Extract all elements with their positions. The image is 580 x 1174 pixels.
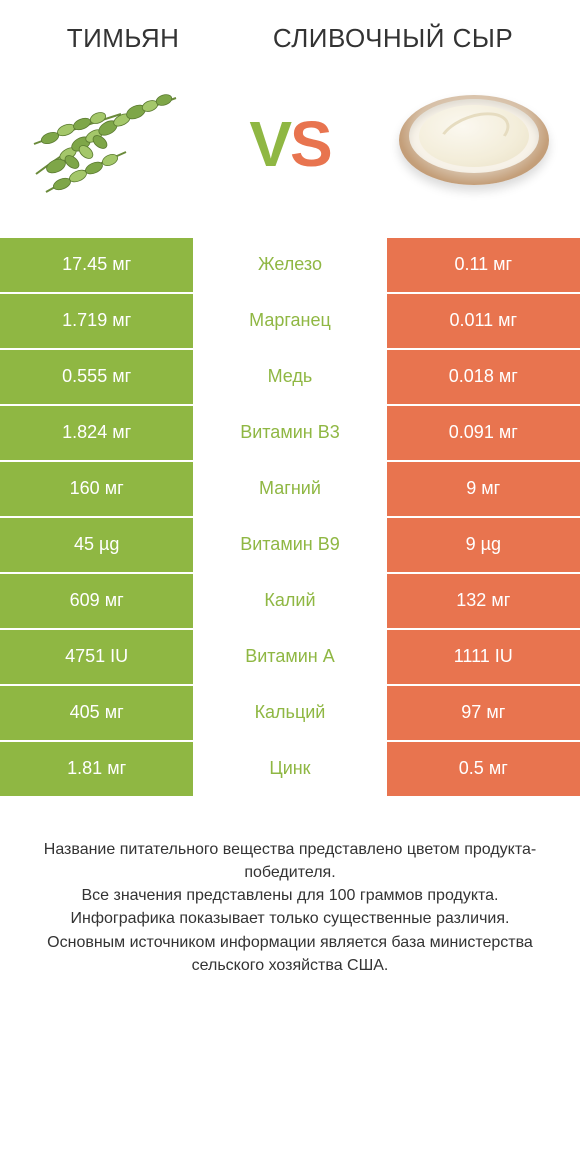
right-value: 97 мг xyxy=(387,686,580,740)
cream-cheese-icon xyxy=(394,74,554,214)
right-value: 0.011 мг xyxy=(387,294,580,348)
header: ТИМЬЯН СЛИВОЧНЫЙ СЫР xyxy=(0,0,580,64)
left-value: 1.81 мг xyxy=(0,742,193,796)
left-product-title: ТИМЬЯН xyxy=(67,24,180,54)
right-value: 0.018 мг xyxy=(387,350,580,404)
right-value: 132 мг xyxy=(387,574,580,628)
left-value: 4751 IU xyxy=(0,630,193,684)
nutrient-name: Марганец xyxy=(193,294,386,348)
right-value: 0.5 мг xyxy=(387,742,580,796)
right-value: 9 мг xyxy=(387,462,580,516)
right-value: 0.11 мг xyxy=(387,238,580,292)
table-row: 1.81 мгЦинк0.5 мг xyxy=(0,742,580,798)
nutrient-name: Витамин B9 xyxy=(193,518,386,572)
nutrient-name: Калий xyxy=(193,574,386,628)
left-value: 45 µg xyxy=(0,518,193,572)
vs-v: V xyxy=(249,108,290,180)
table-row: 1.824 мгВитамин B30.091 мг xyxy=(0,406,580,462)
table-row: 0.555 мгМедь0.018 мг xyxy=(0,350,580,406)
images-row: VS xyxy=(0,64,580,238)
right-value: 9 µg xyxy=(387,518,580,572)
left-value: 17.45 мг xyxy=(0,238,193,292)
table-row: 405 мгКальций97 мг xyxy=(0,686,580,742)
thyme-icon xyxy=(26,74,186,214)
left-value: 405 мг xyxy=(0,686,193,740)
nutrient-name: Кальций xyxy=(193,686,386,740)
nutrient-name: Витамин B3 xyxy=(193,406,386,460)
footer-notes: Название питательного вещества представл… xyxy=(0,798,580,977)
nutrient-name: Магний xyxy=(193,462,386,516)
left-value: 0.555 мг xyxy=(0,350,193,404)
nutrient-name: Железо xyxy=(193,238,386,292)
nutrient-name: Медь xyxy=(193,350,386,404)
table-row: 4751 IUВитамин A1111 IU xyxy=(0,630,580,686)
right-product-title: СЛИВОЧНЫЙ СЫР xyxy=(273,24,513,54)
left-value: 160 мг xyxy=(0,462,193,516)
comparison-table: 17.45 мгЖелезо0.11 мг1.719 мгМарганец0.0… xyxy=(0,238,580,798)
table-row: 609 мгКалий132 мг xyxy=(0,574,580,630)
vs-label: VS xyxy=(249,107,330,181)
right-value: 0.091 мг xyxy=(387,406,580,460)
table-row: 160 мгМагний9 мг xyxy=(0,462,580,518)
table-row: 17.45 мгЖелезо0.11 мг xyxy=(0,238,580,294)
footer-line: Все значения представлены для 100 граммо… xyxy=(24,884,556,907)
footer-line: Инфографика показывает только существенн… xyxy=(24,907,556,930)
footer-line: Название питательного вещества представл… xyxy=(24,838,556,884)
left-value: 1.824 мг xyxy=(0,406,193,460)
left-value: 1.719 мг xyxy=(0,294,193,348)
footer-line: Основным источником информации является … xyxy=(24,931,556,977)
nutrient-name: Витамин A xyxy=(193,630,386,684)
vs-s: S xyxy=(290,108,331,180)
left-value: 609 мг xyxy=(0,574,193,628)
nutrient-name: Цинк xyxy=(193,742,386,796)
right-value: 1111 IU xyxy=(387,630,580,684)
table-row: 45 µgВитамин B99 µg xyxy=(0,518,580,574)
table-row: 1.719 мгМарганец0.011 мг xyxy=(0,294,580,350)
